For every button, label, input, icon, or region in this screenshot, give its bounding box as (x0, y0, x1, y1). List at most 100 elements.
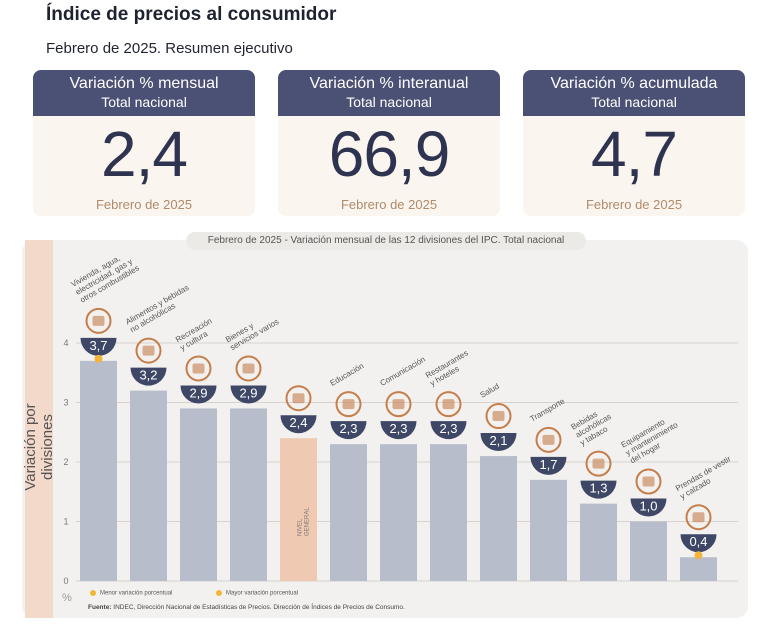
card-interannual-body: 66,9 Febrero de 2025 (278, 116, 500, 216)
value-bubble (180, 385, 217, 404)
legend-min-dot (90, 590, 96, 596)
legend-max: Mayor variación porcentual (216, 590, 298, 597)
category-label-line: Comunicación (379, 355, 427, 388)
value-label: 0,4 (689, 534, 707, 549)
bar (130, 390, 167, 581)
drink-icon (585, 450, 612, 477)
bar (280, 438, 317, 581)
bar (430, 444, 467, 581)
home-appliance-icon (635, 468, 662, 495)
category-label: Equipamientoy mantenimientodel hogar (620, 412, 685, 465)
card-accumulated-body: 4,7 Febrero de 2025 (523, 116, 745, 216)
bar (80, 360, 117, 581)
card-interannual-period: Febrero de 2025 (340, 197, 438, 212)
value-bubble (630, 498, 667, 517)
card-monthly-value: 2,4 (101, 118, 188, 190)
value-label: 2,3 (389, 421, 407, 436)
card-monthly-period: Febrero de 2025 (95, 197, 193, 212)
light-bulb-icon-fill (92, 315, 105, 326)
value-bubble (130, 367, 167, 386)
phone-icon-fill (392, 399, 405, 410)
value-bubble (80, 337, 117, 356)
card-accumulated-scope: Total nacional (591, 94, 677, 110)
y-tick-label: 0 (63, 576, 68, 586)
card-accumulated: Variación % acumulada Total nacional 4,7… (523, 70, 745, 216)
value-label: 2,3 (439, 421, 457, 436)
card-monthly-header: Variación % mensual Total nacional (33, 70, 255, 116)
card-interannual-header: Variación % interanual Total nacional (278, 70, 500, 116)
clothing-icon-fill (692, 512, 705, 523)
value-bubble (230, 385, 267, 404)
card-interannual-scope: Total nacional (346, 94, 432, 110)
category-label: Salud (479, 382, 501, 400)
bus-icon (535, 426, 562, 453)
value-label: 2,9 (189, 385, 207, 400)
category-label-line: NIVEL (298, 518, 304, 536)
legend-min-label: Menor variación porcentual (100, 590, 173, 597)
category-label: Bebidasalcohólicasy tabaco (570, 404, 618, 447)
bus-icon-fill (542, 434, 555, 445)
card-interannual-title: Variación % interanual (309, 75, 469, 92)
category-label-line: Educación (329, 361, 366, 387)
value-label: 2,9 (239, 385, 257, 400)
source-text: INDEC, Dirección Nacional de Estadística… (113, 604, 405, 611)
y-axis-band (25, 240, 53, 618)
category-label: Alimentos y bebidasno alcohólicas (124, 283, 195, 334)
value-label: 3,2 (139, 368, 157, 383)
bar (580, 503, 617, 581)
value-bubble (530, 456, 567, 475)
restaurant-icon-fill (442, 399, 455, 410)
max-variation-dot (94, 354, 103, 363)
value-bubble (380, 421, 417, 440)
card-interannual: Variación % interanual Total nacional 66… (278, 70, 500, 216)
y-tick-label: 2 (63, 457, 68, 467)
bar (480, 456, 517, 581)
food-icon (135, 337, 162, 364)
y-tick-label: 3 (63, 398, 68, 408)
value-label: 1,3 (589, 481, 607, 496)
bar (180, 408, 217, 581)
clothing-icon (685, 504, 712, 531)
drink-icon-fill (592, 458, 605, 469)
value-bubble (580, 480, 617, 499)
card-accumulated-title: Variación % acumulada (550, 75, 718, 92)
category-label: Vivienda, agua,electricidad, gas yotros … (70, 248, 141, 305)
legend-max-dot (216, 590, 222, 596)
category-label-line: GENERAL (305, 507, 311, 536)
chart-title: Febrero de 2025 - Variación mensual de l… (186, 232, 586, 250)
source-note: Fuente: INDEC, Dirección Nacional de Est… (88, 604, 405, 611)
value-bubble (680, 534, 717, 553)
food-icon-fill (142, 345, 155, 356)
category-label: Bienes yservicios varios (224, 309, 280, 352)
value-label: 1,7 (539, 457, 557, 472)
category-label: Educación (329, 361, 366, 387)
page-title: Índice de precios al consumidor (46, 4, 337, 25)
category-label-line: Salud (479, 382, 501, 400)
card-interannual-value: 66,9 (328, 118, 451, 190)
source-label: Fuente: (88, 604, 112, 611)
card-monthly-scope: Total nacional (101, 94, 187, 110)
restaurant-icon (435, 391, 462, 418)
scissors-brush-icon (235, 355, 262, 382)
category-label: Recreacióny cultura (174, 316, 218, 352)
shopping-bag-icon (285, 385, 312, 412)
value-bubble (480, 433, 517, 452)
y-axis-unit: % (62, 592, 72, 604)
value-label: 2,4 (289, 415, 307, 430)
value-label: 2,1 (489, 433, 507, 448)
bar (380, 444, 417, 581)
category-label: Prendas de vestiry calzado (674, 454, 737, 501)
bar (630, 521, 667, 581)
bar (330, 444, 367, 581)
page-subtitle: Febrero de 2025. Resumen ejecutivo (46, 40, 293, 57)
beach-umbrella-icon-fill (192, 363, 205, 374)
bar (230, 408, 267, 581)
legend-max-label: Mayor variación porcentual (226, 590, 299, 597)
y-tick-label: 4 (63, 338, 68, 348)
notebook-icon (335, 391, 362, 418)
card-accumulated-period: Febrero de 2025 (585, 197, 683, 212)
value-label: 2,3 (339, 421, 357, 436)
health-cross-icon-fill (492, 411, 505, 422)
notebook-icon-fill (342, 399, 355, 410)
min-variation-dot (694, 551, 703, 560)
